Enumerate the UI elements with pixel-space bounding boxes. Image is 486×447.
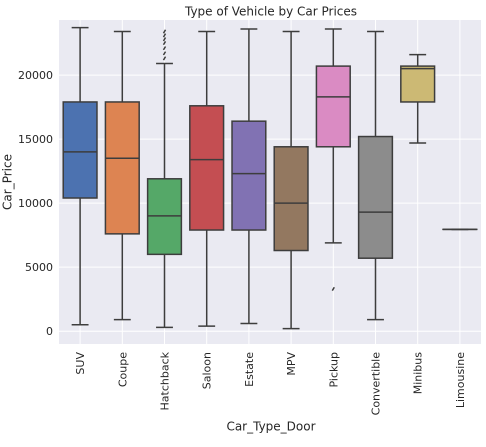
box-body-pickup — [315, 65, 351, 148]
x-axis-label: Car_Type_Door — [226, 420, 315, 434]
y-tick-label-5000: 5000 — [25, 261, 53, 274]
outlier-hatchback-3 — [162, 40, 167, 46]
x-tick-label-limousine: Limousine — [454, 352, 467, 408]
box-estate — [231, 28, 267, 325]
x-axis-ticks: SUV Coupe Hatchback Saloon Estate MPV Pickup Co… — [74, 351, 467, 415]
x-tick-label-hatchback: Hatchback — [159, 351, 172, 410]
box-coupe — [104, 30, 140, 321]
outlier-hatchback-5 — [162, 33, 167, 38]
y-tick-label-20000: 20000 — [18, 69, 53, 82]
y-tick-label-0: 0 — [46, 325, 53, 338]
box-convertible — [357, 30, 394, 321]
x-tick-label-minibus: Minibus — [412, 352, 425, 395]
x-tick-label-mpv: MPV — [285, 352, 298, 376]
x-tick-label-convertible: Convertible — [370, 352, 383, 416]
x-tick-label-suv: SUV — [74, 352, 87, 375]
box-pickup — [315, 28, 351, 292]
x-tick-label-saloon: Saloon — [201, 352, 214, 389]
box-suv — [62, 26, 98, 326]
box-body-minibus — [400, 65, 436, 103]
box-body-mpv — [273, 146, 309, 252]
chart-title: Type of Vehicle by Car Prices — [184, 5, 357, 19]
box-saloon — [189, 30, 225, 327]
box-body-suv — [62, 101, 98, 199]
box-minibus — [400, 53, 436, 144]
boxes — [62, 26, 478, 330]
y-tick-label-10000: 10000 — [18, 197, 53, 210]
box-hatchback — [146, 29, 183, 329]
box-mpv — [273, 30, 309, 330]
outlier-hatchback-2 — [162, 46, 167, 51]
outlier-pickup-0 — [331, 286, 335, 292]
y-tick-label-15000: 15000 — [18, 133, 53, 146]
outlier-hatchback-4 — [162, 37, 167, 42]
x-tick-label-pickup: Pickup — [327, 352, 340, 387]
box-body-saloon — [189, 105, 225, 231]
box-body-estate — [231, 120, 267, 231]
x-tick-label-estate: Estate — [243, 352, 256, 387]
outlier-hatchback-1 — [162, 51, 167, 56]
outlier-hatchback-6 — [162, 29, 167, 34]
box-body-convertible — [357, 135, 394, 259]
box-body-coupe — [104, 101, 140, 235]
y-axis-label: Car_Price — [1, 154, 15, 210]
outlier-hatchback-0 — [162, 56, 167, 61]
y-axis-ticks: 0 5000 10000 15000 20000 — [18, 69, 53, 338]
x-tick-label-coupe: Coupe — [116, 352, 129, 387]
